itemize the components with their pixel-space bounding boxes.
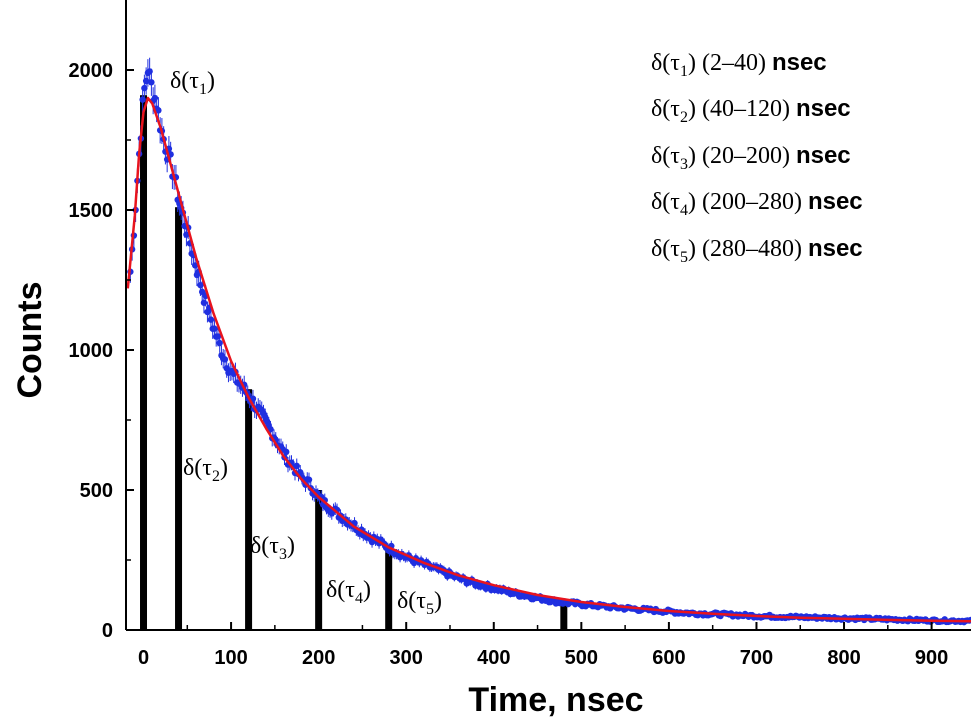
legend-entry: δ(τ4) (200–280) nsec [651,188,863,219]
fit-layer [126,96,971,623]
fit-curve [126,96,971,623]
bar-labels-layer: δ(τ1) δ(τ2) δ(τ3) δ(τ4) δ(τ5) [170,68,442,618]
bar-label: δ(τ5) [397,588,442,618]
x-tick-label: 300 [390,647,423,669]
legend-label: δ(τ3) (20–200) nsec [651,142,851,173]
bar-label: δ(τ4) [326,577,371,607]
data-point [283,448,290,456]
legend-entry: δ(τ3) (20–200) nsec [651,142,851,173]
bar [140,95,148,630]
y-axis-title: Counts [11,281,49,398]
bars-layer [140,95,568,630]
bar-label: δ(τ1) [170,68,215,98]
data-point [155,107,162,114]
legend-label: δ(τ2) (40–120) nsec [651,95,851,126]
x-tick-label: 0 [138,647,149,669]
bar [315,490,323,630]
bar-label: δ(τ2) [183,455,228,485]
y-tick-label: 0 [102,620,113,642]
x-tick-label: 400 [477,647,510,669]
legend-entry: δ(τ2) (40–120) nsec [651,95,851,126]
data-point [148,79,155,86]
legend-label: δ(τ5) (280–480) nsec [651,235,863,266]
legend: δ(τ1) (2–40) nsec δ(τ2) (40–120) nsec δ(τ3… [651,49,863,266]
x-tick-label: 500 [565,647,598,669]
y-tick-label: 2000 [69,60,114,82]
bar [560,603,568,630]
bar [245,389,253,630]
x-tick-label: 100 [214,647,247,669]
legend-label: δ(τ1) (2–40) nsec [651,49,827,80]
bar [385,547,393,630]
x-tick-label: 900 [915,647,948,669]
legend-entry: δ(τ1) (2–40) nsec [651,49,827,80]
x-tick-label: 600 [652,647,685,669]
y-tick-label: 1000 [69,340,114,362]
bar [175,207,183,630]
y-tick-label: 1500 [69,200,114,222]
y-tick-label: 500 [80,480,113,502]
x-axis-title: Time, nsec [468,681,643,719]
data-point [216,339,223,347]
legend-entry: δ(τ5) (280–480) nsec [651,235,863,266]
axes-layer: 0 100 200 300 400 500 600 700 800 900 0 500 1000 1500… [69,0,971,669]
x-tick-label: 200 [302,647,335,669]
x-tick-label: 700 [740,647,773,669]
bar-label: δ(τ3) [250,533,295,563]
legend-label: δ(τ4) (200–280) nsec [651,188,863,219]
x-tick-label: 800 [827,647,860,669]
